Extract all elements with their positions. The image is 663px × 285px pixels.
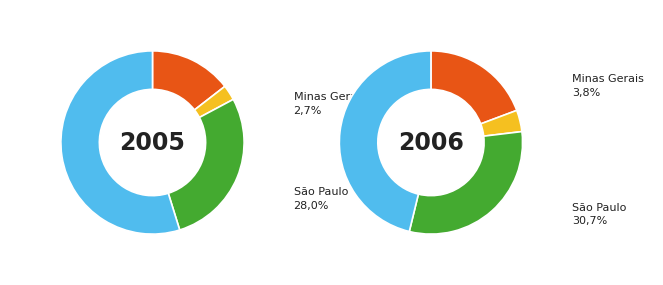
Text: Minas Gerais
3,8%: Minas Gerais 3,8% <box>572 74 644 98</box>
Wedge shape <box>168 99 244 230</box>
Wedge shape <box>431 51 516 124</box>
Wedge shape <box>481 110 522 136</box>
Text: 2005: 2005 <box>119 131 186 154</box>
Text: São Paulo
30,7%: São Paulo 30,7% <box>572 203 627 226</box>
Text: 2006: 2006 <box>398 131 464 154</box>
Wedge shape <box>194 86 233 117</box>
Wedge shape <box>409 132 522 234</box>
Wedge shape <box>61 51 180 234</box>
Text: São Paulo
28,0%: São Paulo 28,0% <box>294 187 348 211</box>
Wedge shape <box>339 51 431 231</box>
Wedge shape <box>152 51 225 110</box>
Text: Minas Gerais
2,7%: Minas Gerais 2,7% <box>294 92 365 116</box>
